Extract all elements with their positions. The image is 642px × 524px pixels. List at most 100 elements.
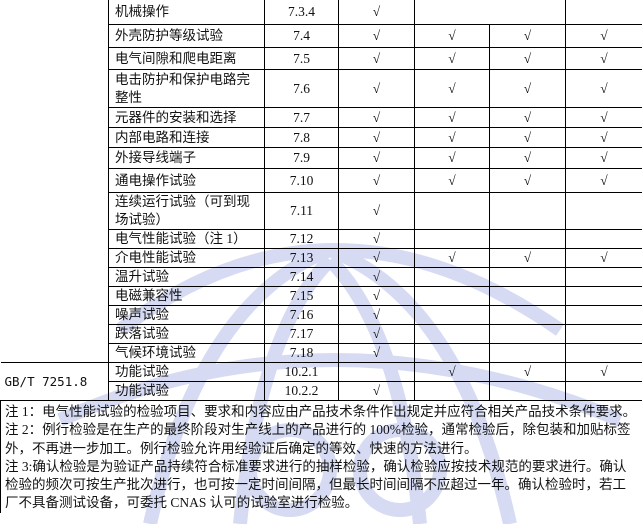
empty-cell [565, 267, 642, 287]
check-mark-icon: √ [565, 362, 642, 382]
empty-cell [414, 324, 490, 344]
test-item: 元器件的安装和选择 [108, 107, 265, 128]
check-mark-icon: √ [338, 147, 415, 169]
clause-number: 7.4 [264, 24, 339, 48]
check-mark-icon: √ [489, 168, 566, 193]
clause-number: 10.2.1 [264, 362, 339, 382]
empty-cell [414, 343, 490, 363]
check-mark-icon: √ [338, 24, 415, 48]
table-row: 电击防护和保护电路完整性 7.6 √ √ √ √ [1, 69, 642, 108]
clause-number: 7.7 [264, 107, 339, 128]
check-mark-icon: √ [565, 24, 642, 48]
empty-cell [489, 381, 566, 401]
check-mark-icon: √ [414, 362, 490, 382]
check-mark-icon: √ [565, 107, 642, 128]
check-mark-icon: √ [414, 147, 490, 169]
check-mark-icon: √ [338, 267, 415, 287]
empty-cell [489, 343, 566, 363]
check-mark-icon: √ [565, 69, 642, 108]
check-mark-icon: √ [489, 248, 566, 268]
check-mark-icon: √ [414, 107, 490, 128]
check-mark-icon: √ [338, 248, 415, 268]
test-item: 功能试验 [108, 362, 265, 382]
empty-cell [565, 343, 642, 363]
test-item: 外接导线端子 [108, 147, 265, 169]
check-mark-icon: √ [338, 343, 415, 363]
clause-number: 7.3.4 [264, 0, 339, 25]
clause-number: 7.13 [264, 248, 339, 268]
empty-cell [565, 324, 642, 344]
check-mark-icon: √ [565, 47, 642, 70]
check-mark-icon: √ [338, 192, 415, 230]
empty-cell [414, 305, 490, 325]
check-mark-icon: √ [338, 69, 415, 108]
empty-cell [489, 229, 566, 249]
check-mark-icon: √ [414, 24, 490, 48]
test-item: 电气间隙和爬电距离 [108, 47, 265, 70]
test-item: 介电性能试验 [108, 248, 265, 268]
empty-cell [338, 362, 415, 382]
clause-number: 7.12 [264, 229, 339, 249]
check-mark-icon: √ [338, 168, 415, 193]
check-mark-icon: √ [338, 47, 415, 70]
clause-number: 7.15 [264, 286, 339, 306]
check-mark-icon: √ [338, 0, 415, 25]
test-item: 电磁兼容性 [108, 286, 265, 306]
clause-number: 7.17 [264, 324, 339, 344]
check-mark-icon: √ [489, 24, 566, 48]
check-mark-icon: √ [489, 69, 566, 108]
clause-number: 7.5 [264, 47, 339, 70]
empty-cell [565, 305, 642, 325]
check-mark-icon: √ [489, 107, 566, 128]
check-mark-icon: √ [338, 381, 415, 401]
notes-cell: 注 1：电气性能试验的检验项目、要求和内容应由产品技术条件作出规定并应符合相关产… [0, 399, 642, 513]
test-item: 外壳防护等级试验 [108, 24, 265, 48]
empty-cell [489, 324, 566, 344]
check-mark-icon: √ [414, 248, 490, 268]
check-mark-icon: √ [338, 127, 415, 148]
test-item: 功能试验 [108, 381, 265, 401]
test-item: 机械操作 [108, 0, 265, 25]
empty-cell [565, 0, 642, 25]
empty-cell [414, 381, 490, 401]
clause-number: 7.9 [264, 147, 339, 169]
empty-cell [414, 0, 566, 25]
test-item: 连续运行试验（可到现场试验） [108, 192, 265, 230]
clause-number: 7.18 [264, 343, 339, 363]
check-mark-icon: √ [489, 127, 566, 148]
check-mark-icon: √ [565, 127, 642, 148]
check-mark-icon: √ [414, 47, 490, 70]
check-mark-icon: √ [489, 147, 566, 169]
empty-cell [489, 286, 566, 306]
test-item: 噪声试验 [108, 305, 265, 325]
table-row: GB/T 7251.8 功能试验 10.2.1 √ √ √ [0, 362, 642, 401]
empty-cell [565, 381, 642, 401]
check-mark-icon: √ [338, 286, 415, 306]
clause-number: 7.10 [264, 168, 339, 193]
empty-cell [414, 192, 490, 230]
check-mark-icon: √ [489, 47, 566, 70]
table-row: 内部电路和连接 7.8 √ √ √ √ [1, 127, 642, 148]
empty-cell [414, 229, 490, 249]
note-3: 注 3:确认检验是为验证产品持续符合标准要求进行的抽样检验，确认检验应按技术规范… [5, 458, 627, 511]
note-1: 注 1：电气性能试验的检验项目、要求和内容应由产品技术条件作出规定并应符合相关产… [5, 404, 637, 419]
inspection-table: 机械操作 7.3.4 √ 外壳防护等级试验 7.4 √ √ √ √ 电气间隙和爬电距离 7.5 √ √ √… [0, 0, 642, 513]
check-mark-icon: √ [338, 324, 415, 344]
check-mark-icon: √ [338, 229, 415, 249]
clause-number: 7.16 [264, 305, 339, 325]
check-mark-icon: √ [414, 127, 490, 148]
table-row: 外接导线端子 7.9 √ √ √ √ [1, 147, 642, 169]
check-mark-icon: √ [565, 168, 642, 193]
clause-number: 10.2.2 [264, 381, 339, 401]
clause-number: 7.14 [264, 267, 339, 287]
test-item: 内部电路和连接 [108, 127, 265, 148]
test-item: 温升试验 [108, 267, 265, 287]
check-mark-icon: √ [338, 107, 415, 128]
check-mark-icon: √ [414, 168, 490, 193]
test-item: 气候环境试验 [108, 343, 265, 363]
test-item: 跌落试验 [108, 324, 265, 344]
standard-cell [0, 0, 109, 363]
empty-cell [565, 286, 642, 306]
check-mark-icon: √ [565, 248, 642, 268]
clause-number: 7.11 [264, 192, 339, 230]
